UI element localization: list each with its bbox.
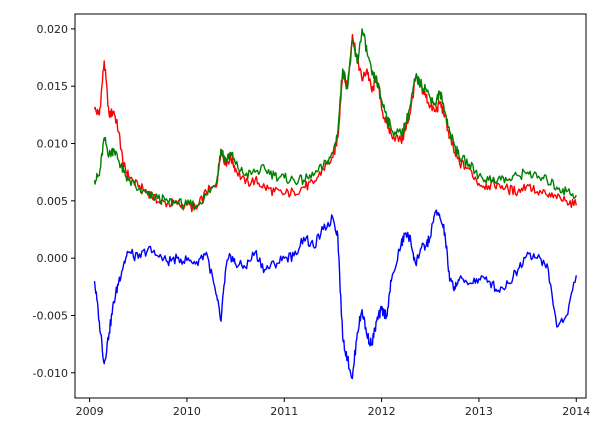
x-tick-label: 2011	[270, 405, 298, 418]
y-tick-label: 0.005	[37, 195, 69, 208]
y-tick-label: 0.020	[37, 23, 69, 36]
axes-layer: 2009 2010 2011 2012 2013 2014 -0.010 -0.005 0.00…	[33, 23, 591, 418]
y-tick-label: -0.005	[33, 309, 68, 322]
plot-frame	[74, 13, 587, 399]
series-line-3	[93, 209, 577, 380]
x-tick-label: 2012	[368, 405, 396, 418]
x-tick-label: 2014	[562, 405, 590, 418]
y-tick-label: -0.010	[33, 367, 68, 380]
x-tick-label: 2010	[173, 405, 201, 418]
x-tick-label: 2009	[76, 405, 104, 418]
y-tick-label: 0.000	[37, 252, 69, 265]
series-layer	[93, 28, 577, 380]
y-tick-label: 0.010	[37, 138, 69, 151]
y-tick-label: 0.015	[37, 80, 69, 93]
x-tick-label: 2013	[465, 405, 493, 418]
series-line-2	[93, 28, 577, 211]
